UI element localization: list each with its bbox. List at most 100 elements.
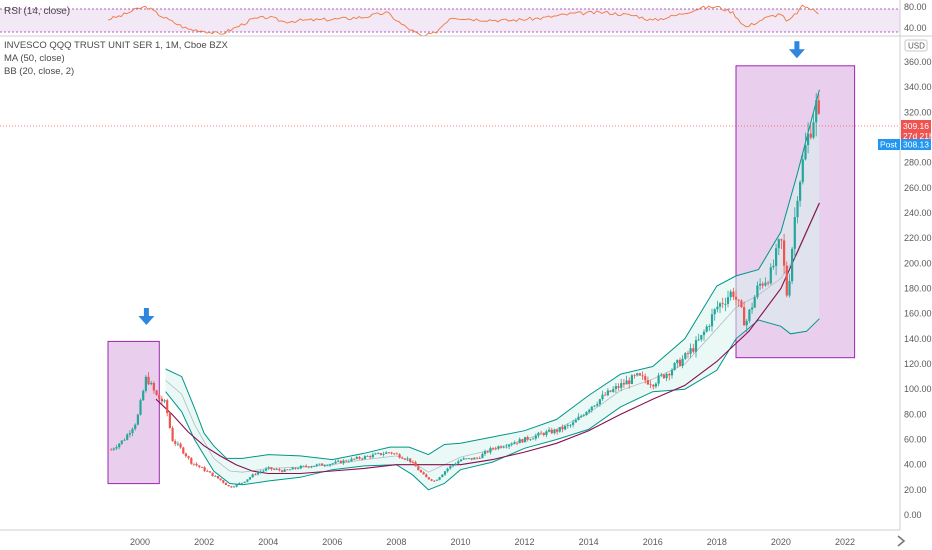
- candle-body: [537, 432, 540, 436]
- candle-body: [502, 446, 505, 448]
- last-price-countdown: 27d 21h: [903, 131, 932, 141]
- candle-body: [740, 300, 743, 308]
- candle-body: [553, 429, 556, 434]
- moving-average: [155, 202, 820, 475]
- scroll-right-icon[interactable]: [897, 535, 906, 547]
- candle-body: [593, 405, 596, 407]
- candle-body: [126, 434, 129, 440]
- candle-body: [815, 100, 818, 123]
- candle-body: [449, 466, 452, 469]
- candle-body: [743, 307, 746, 326]
- price-tick-label: 0.00: [904, 510, 922, 520]
- candle-body: [427, 477, 430, 480]
- candle-body: [540, 432, 543, 434]
- candle-body: [152, 383, 155, 391]
- candle-body: [649, 384, 652, 385]
- candle-body: [267, 467, 270, 469]
- candle-body: [785, 265, 788, 296]
- candle-body: [548, 429, 551, 432]
- candle-body: [625, 380, 628, 385]
- candle-body: [361, 458, 364, 460]
- candle-body: [393, 453, 396, 455]
- candle-body: [422, 472, 425, 475]
- candle-body: [318, 463, 321, 465]
- price-tick-label: 40.00: [904, 460, 927, 470]
- candle-body: [582, 415, 585, 416]
- candle-body: [644, 376, 647, 381]
- candle-body: [337, 460, 340, 462]
- candle-body: [657, 375, 660, 384]
- candle-body: [214, 476, 217, 477]
- candle-body: [622, 383, 625, 385]
- bb-basis-line: [165, 204, 820, 473]
- currency-label: USD: [908, 42, 925, 51]
- candle-body: [160, 398, 163, 402]
- candle-body: [144, 376, 147, 391]
- candle-body: [462, 458, 465, 460]
- candle-body: [513, 442, 516, 445]
- candle-body: [115, 447, 118, 449]
- candle-body: [334, 461, 337, 464]
- candle-body: [238, 483, 241, 485]
- candle-body: [633, 375, 636, 377]
- candle-body: [230, 486, 233, 488]
- candle-body: [614, 386, 617, 389]
- candle-body: [524, 437, 527, 443]
- candle-body: [516, 442, 519, 444]
- candle-body: [499, 446, 503, 448]
- candle-body: [219, 478, 222, 481]
- candle-body: [379, 453, 382, 455]
- candle-body: [435, 479, 439, 481]
- candle-body: [692, 348, 695, 352]
- candle-body: [430, 479, 433, 481]
- currency-badge[interactable]: USD: [904, 39, 928, 52]
- candle-body: [385, 452, 388, 454]
- candle-body: [232, 486, 236, 488]
- time-axis[interactable]: 2000 2002 2004 2006 2008 2010 2012 2014 2016 2018…: [130, 537, 855, 547]
- candle-body: [580, 415, 583, 417]
- price-tick-label: 160.00: [904, 309, 932, 319]
- candle-body: [489, 448, 492, 453]
- candle-body: [772, 265, 775, 268]
- legend-bb: BB (20, close, 2): [4, 66, 74, 77]
- candle-body: [451, 464, 455, 467]
- candle-body: [612, 389, 615, 392]
- candle-body: [425, 474, 428, 478]
- legend: INVESCO QQQ TRUST UNIT SER 1, 1M, Cboe B…: [4, 40, 228, 77]
- candle-body: [483, 451, 487, 454]
- candle-body: [686, 353, 690, 354]
- candle-body: [299, 465, 302, 469]
- candle-body: [182, 447, 185, 454]
- time-tick-label: 2000: [130, 537, 150, 547]
- candle-body: [558, 427, 561, 432]
- candle-body: [406, 458, 409, 460]
- candle-body: [494, 448, 497, 450]
- candle-body: [601, 394, 604, 400]
- candle-body: [227, 485, 230, 487]
- price-tick-label: 260.00: [904, 183, 932, 193]
- candle-body: [660, 374, 663, 376]
- candle-body: [726, 297, 730, 304]
- arrow-shaft: [794, 41, 800, 51]
- candle-body: [273, 469, 276, 470]
- candle-body: [366, 456, 369, 457]
- candle-body: [459, 459, 463, 462]
- candle-body: [812, 122, 815, 138]
- last-price-tag: 309.16 27d 21h: [901, 120, 932, 142]
- candle-body: [641, 375, 644, 377]
- candle-body: [748, 309, 751, 321]
- candle-body: [561, 427, 564, 430]
- candle-body: [395, 453, 398, 455]
- candle-body: [609, 390, 612, 392]
- candle-body: [139, 400, 142, 415]
- candle-body: [120, 440, 123, 444]
- time-tick-label: 2010: [451, 537, 471, 547]
- candle-body: [652, 385, 655, 387]
- candle-body: [211, 472, 214, 477]
- ma-line: [155, 202, 820, 475]
- candle-body: [569, 424, 572, 426]
- candle-body: [326, 465, 329, 467]
- candle-body: [323, 465, 326, 467]
- time-tick-label: 2018: [707, 537, 727, 547]
